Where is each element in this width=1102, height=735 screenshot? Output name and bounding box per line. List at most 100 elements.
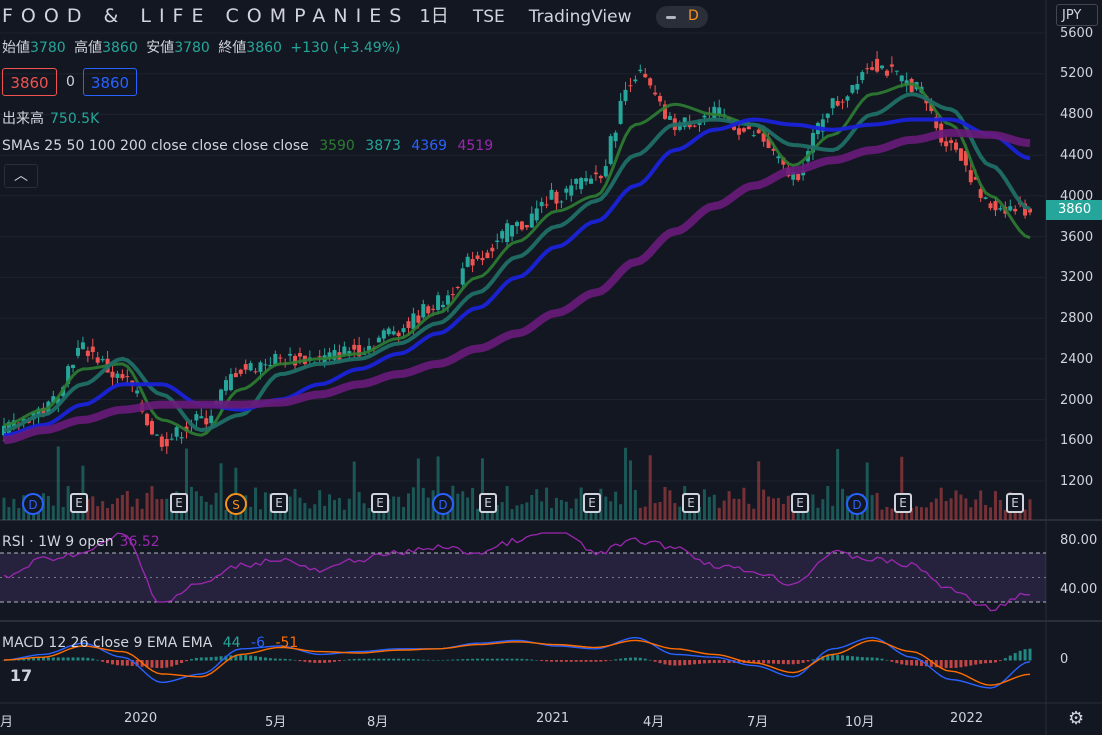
volume-bar bbox=[1003, 509, 1007, 520]
candle-body bbox=[465, 256, 470, 267]
volume-bar bbox=[742, 487, 746, 520]
candle-body bbox=[80, 342, 85, 350]
volume-bar bbox=[382, 509, 386, 520]
volume-bar bbox=[752, 508, 756, 520]
volume-bar bbox=[831, 505, 835, 520]
macd-histogram-bar bbox=[688, 660, 692, 665]
volume-bar bbox=[283, 507, 287, 520]
macd-histogram-bar bbox=[431, 659, 435, 661]
macd-legend[interactable]: MACD 12 26 close 9 EMA EMA 44 -6 -51 bbox=[2, 635, 299, 651]
volume-bar bbox=[510, 509, 514, 520]
macd-histogram-bar bbox=[905, 660, 909, 666]
volume-bar bbox=[850, 509, 854, 520]
currency-selector[interactable]: JPY bbox=[1056, 4, 1098, 26]
price-tick: 5200 bbox=[1060, 66, 1094, 81]
earnings-marker[interactable]: E bbox=[791, 493, 809, 513]
candle-body bbox=[56, 398, 61, 405]
candle-body bbox=[268, 365, 273, 367]
macd-histogram-bar bbox=[17, 659, 21, 661]
macd-histogram-bar bbox=[515, 658, 519, 661]
split-marker[interactable]: S bbox=[225, 493, 247, 515]
earnings-marker[interactable]: E bbox=[70, 493, 88, 513]
candle-body bbox=[480, 257, 485, 261]
volume-bar bbox=[318, 490, 322, 520]
volume-bar bbox=[712, 494, 716, 520]
tradingview-logo[interactable]: 17 bbox=[4, 663, 38, 689]
volume-bar bbox=[776, 497, 780, 520]
volume-bar bbox=[989, 507, 993, 520]
sma-legend[interactable]: SMAs 25 50 100 200 close close close clo… bbox=[2, 138, 494, 154]
volume-bar bbox=[717, 507, 721, 520]
candle-body bbox=[154, 434, 159, 436]
earnings-marker[interactable]: E bbox=[682, 493, 700, 513]
market-status-badge[interactable]: D bbox=[656, 6, 708, 28]
price-tick: 5600 bbox=[1060, 26, 1094, 41]
candle-body bbox=[751, 135, 756, 137]
candle-body bbox=[889, 64, 894, 67]
volume-bar bbox=[628, 460, 632, 520]
macd-histogram-bar bbox=[683, 660, 687, 666]
candle-body bbox=[159, 436, 164, 447]
volume-bar bbox=[308, 508, 312, 520]
macd-histogram-bar bbox=[219, 656, 223, 661]
low-value: 3780 bbox=[174, 40, 210, 56]
candle-body bbox=[983, 197, 988, 199]
volume-bar bbox=[337, 498, 341, 520]
candle-body bbox=[66, 366, 71, 384]
candle-body bbox=[411, 313, 416, 329]
gear-icon[interactable]: ⚙ bbox=[1068, 708, 1085, 729]
macd-histogram-bar bbox=[115, 660, 119, 666]
earnings-marker[interactable]: E bbox=[479, 493, 497, 513]
price-tick: 3600 bbox=[1060, 230, 1094, 245]
earnings-marker[interactable]: E bbox=[371, 493, 389, 513]
buy-button[interactable]: 3860 bbox=[83, 68, 137, 96]
macd-histogram-bar bbox=[801, 660, 805, 663]
dividend-marker[interactable]: D bbox=[22, 493, 44, 515]
dividend-marker[interactable]: D bbox=[432, 493, 454, 515]
timeframe-label[interactable]: 1日 bbox=[419, 6, 449, 27]
candle-body bbox=[603, 166, 608, 177]
macd-histogram-bar bbox=[717, 660, 721, 664]
dividend-marker[interactable]: D bbox=[846, 493, 868, 515]
volume-bar bbox=[633, 489, 637, 520]
volume-bar bbox=[707, 496, 711, 520]
minus-icon bbox=[666, 16, 676, 19]
sell-button[interactable]: 3860 bbox=[2, 68, 57, 96]
earnings-marker[interactable]: E bbox=[1006, 493, 1024, 513]
volume-bar bbox=[880, 509, 884, 520]
macd-histogram-bar bbox=[27, 658, 31, 661]
candle-body bbox=[761, 133, 766, 142]
collapse-legend-button[interactable]: ︿ bbox=[4, 164, 38, 188]
macd-histogram-bar bbox=[22, 658, 26, 661]
candle-body bbox=[978, 189, 983, 198]
candle-body bbox=[648, 78, 653, 86]
earnings-marker[interactable]: E bbox=[270, 493, 288, 513]
macd-histogram-bar bbox=[757, 660, 761, 664]
volume-bar bbox=[722, 500, 726, 520]
candle-body bbox=[820, 119, 825, 132]
macd-histogram-bar bbox=[323, 660, 327, 663]
macd-histogram-bar bbox=[614, 659, 618, 661]
earnings-marker[interactable]: E bbox=[894, 493, 912, 513]
earnings-marker[interactable]: E bbox=[170, 493, 188, 513]
volume-bar bbox=[185, 448, 189, 520]
volume-bar bbox=[505, 486, 509, 520]
macd-histogram-bar bbox=[318, 660, 322, 664]
rsi-legend[interactable]: RSI · 1W 9 open 36.52 bbox=[2, 534, 160, 550]
candle-body bbox=[825, 113, 830, 118]
macd-histogram-bar bbox=[1018, 650, 1022, 661]
volume-bar bbox=[323, 505, 327, 520]
macd-histogram-bar bbox=[32, 657, 36, 661]
macd-histogram-bar bbox=[959, 660, 963, 668]
volume-bar bbox=[668, 490, 672, 520]
macd-histogram-bar bbox=[352, 658, 356, 661]
candle-body bbox=[618, 100, 623, 124]
volume-bar bbox=[890, 508, 894, 520]
macd-histogram-bar bbox=[293, 659, 297, 661]
candle-body bbox=[470, 259, 475, 266]
macd-histogram-bar bbox=[175, 660, 179, 665]
candle-body bbox=[475, 255, 480, 259]
macd-histogram-bar bbox=[244, 655, 248, 661]
earnings-marker[interactable]: E bbox=[583, 493, 601, 513]
